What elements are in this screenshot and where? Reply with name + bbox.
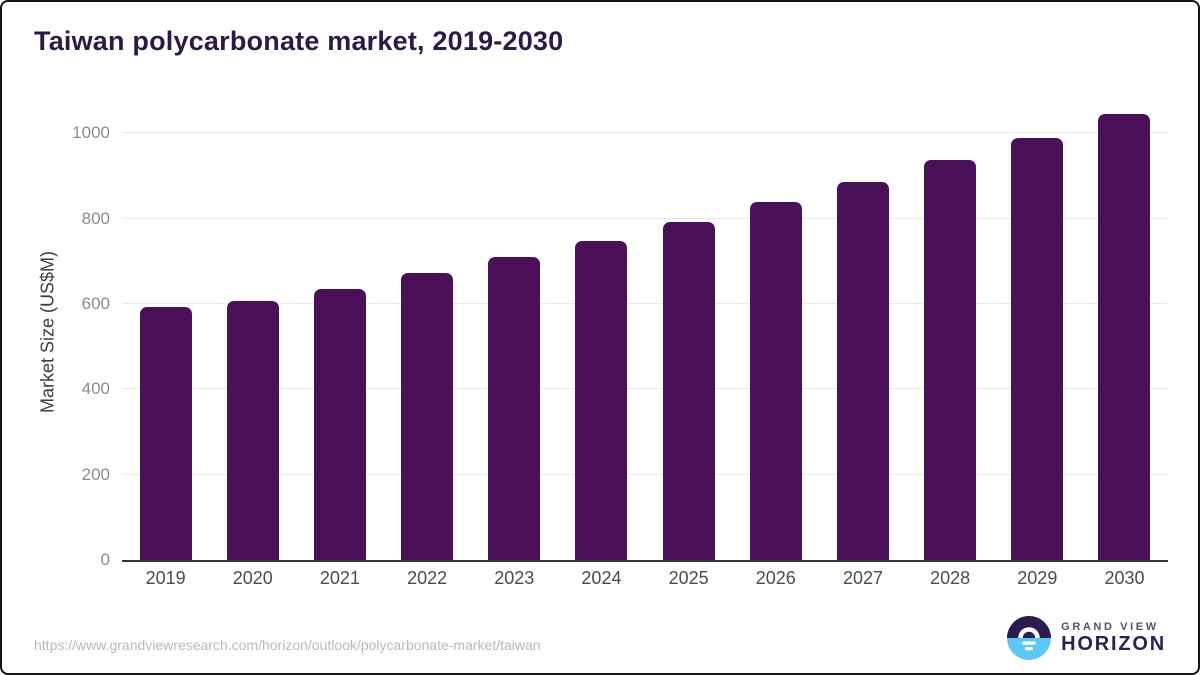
x-axis-line <box>122 560 1168 562</box>
bar-slot-2028 <box>907 100 994 560</box>
plot-area <box>122 100 1168 562</box>
bar-slot-2020 <box>209 100 296 560</box>
x-axis-tick-labels: 2019 2020 2021 2022 2023 2024 2025 2026 2027 2028… <box>122 568 1168 589</box>
bar-2026 <box>749 202 802 560</box>
x-tick-label-2021: 2021 <box>319 568 360 588</box>
y-tick-label-0: 0 <box>100 550 110 569</box>
chart-title: Taiwan polycarbonate market, 2019-2030 <box>34 26 564 56</box>
bar-2022 <box>401 272 454 560</box>
bar-2024 <box>575 240 628 560</box>
bar-slot-2025 <box>645 100 732 560</box>
bar-slot-2022 <box>384 100 471 560</box>
x-tick-label-2024: 2024 <box>581 568 622 588</box>
x-tick-label-2027: 2027 <box>842 568 883 588</box>
y-tick-label-400: 400 <box>81 379 110 399</box>
bar-2021 <box>313 288 366 560</box>
x-tick-label-2028: 2028 <box>930 568 971 588</box>
bar-2030 <box>1098 113 1151 560</box>
bar-slot-2030 <box>1081 100 1168 560</box>
source-url: https://www.grandviewresearch.com/horizo… <box>34 637 541 653</box>
gridline-400 <box>122 388 1168 390</box>
x-tick-label-2025: 2025 <box>668 568 709 588</box>
y-tick-label-600: 600 <box>81 293 110 313</box>
gridline-600 <box>122 302 1168 304</box>
logo-grand-view-label: GRAND VIEW <box>1061 621 1159 633</box>
grand-view-horizon-logo: GRAND VIEW HORIZON <box>1007 616 1166 660</box>
bar-slot-2024 <box>558 100 645 560</box>
bar-2020 <box>226 300 279 560</box>
bar-2025 <box>662 222 715 560</box>
bar-slot-2021 <box>296 100 383 560</box>
bars-layer <box>122 100 1168 560</box>
logo-horizon-label: HORIZON <box>1061 633 1166 655</box>
x-tick-label-2022: 2022 <box>407 568 448 588</box>
bar-2029 <box>1011 137 1064 560</box>
x-tick-label-2023: 2023 <box>494 568 535 588</box>
x-tick-label-2020: 2020 <box>232 568 273 588</box>
logo-text: GRAND VIEW HORIZON <box>1061 621 1166 655</box>
gridline-800 <box>122 217 1168 219</box>
bar-slot-2029 <box>994 100 1081 560</box>
gridline-1000 <box>122 132 1168 134</box>
y-axis-tick-labels: 0 200 400 600 800 1000 <box>2 100 110 569</box>
x-tick-label-2029: 2029 <box>1017 568 1058 588</box>
y-tick-label-200: 200 <box>81 464 110 484</box>
gridline-200 <box>122 473 1168 475</box>
bar-slot-2019 <box>122 100 209 560</box>
y-tick-label-1000: 1000 <box>72 123 110 143</box>
horizon-sunset-icon <box>1007 616 1052 660</box>
bar-slot-2023 <box>471 100 558 560</box>
bar-2028 <box>924 160 977 560</box>
bar-2027 <box>836 182 889 560</box>
x-tick-label-2019: 2019 <box>145 568 186 588</box>
x-tick-label-2030: 2030 <box>1104 568 1145 588</box>
bar-slot-2027 <box>819 100 906 560</box>
bar-2023 <box>488 256 541 560</box>
bar-slot-2026 <box>732 100 819 560</box>
x-tick-label-2026: 2026 <box>755 568 796 588</box>
bar-2019 <box>139 306 192 560</box>
y-tick-label-800: 800 <box>81 208 110 228</box>
